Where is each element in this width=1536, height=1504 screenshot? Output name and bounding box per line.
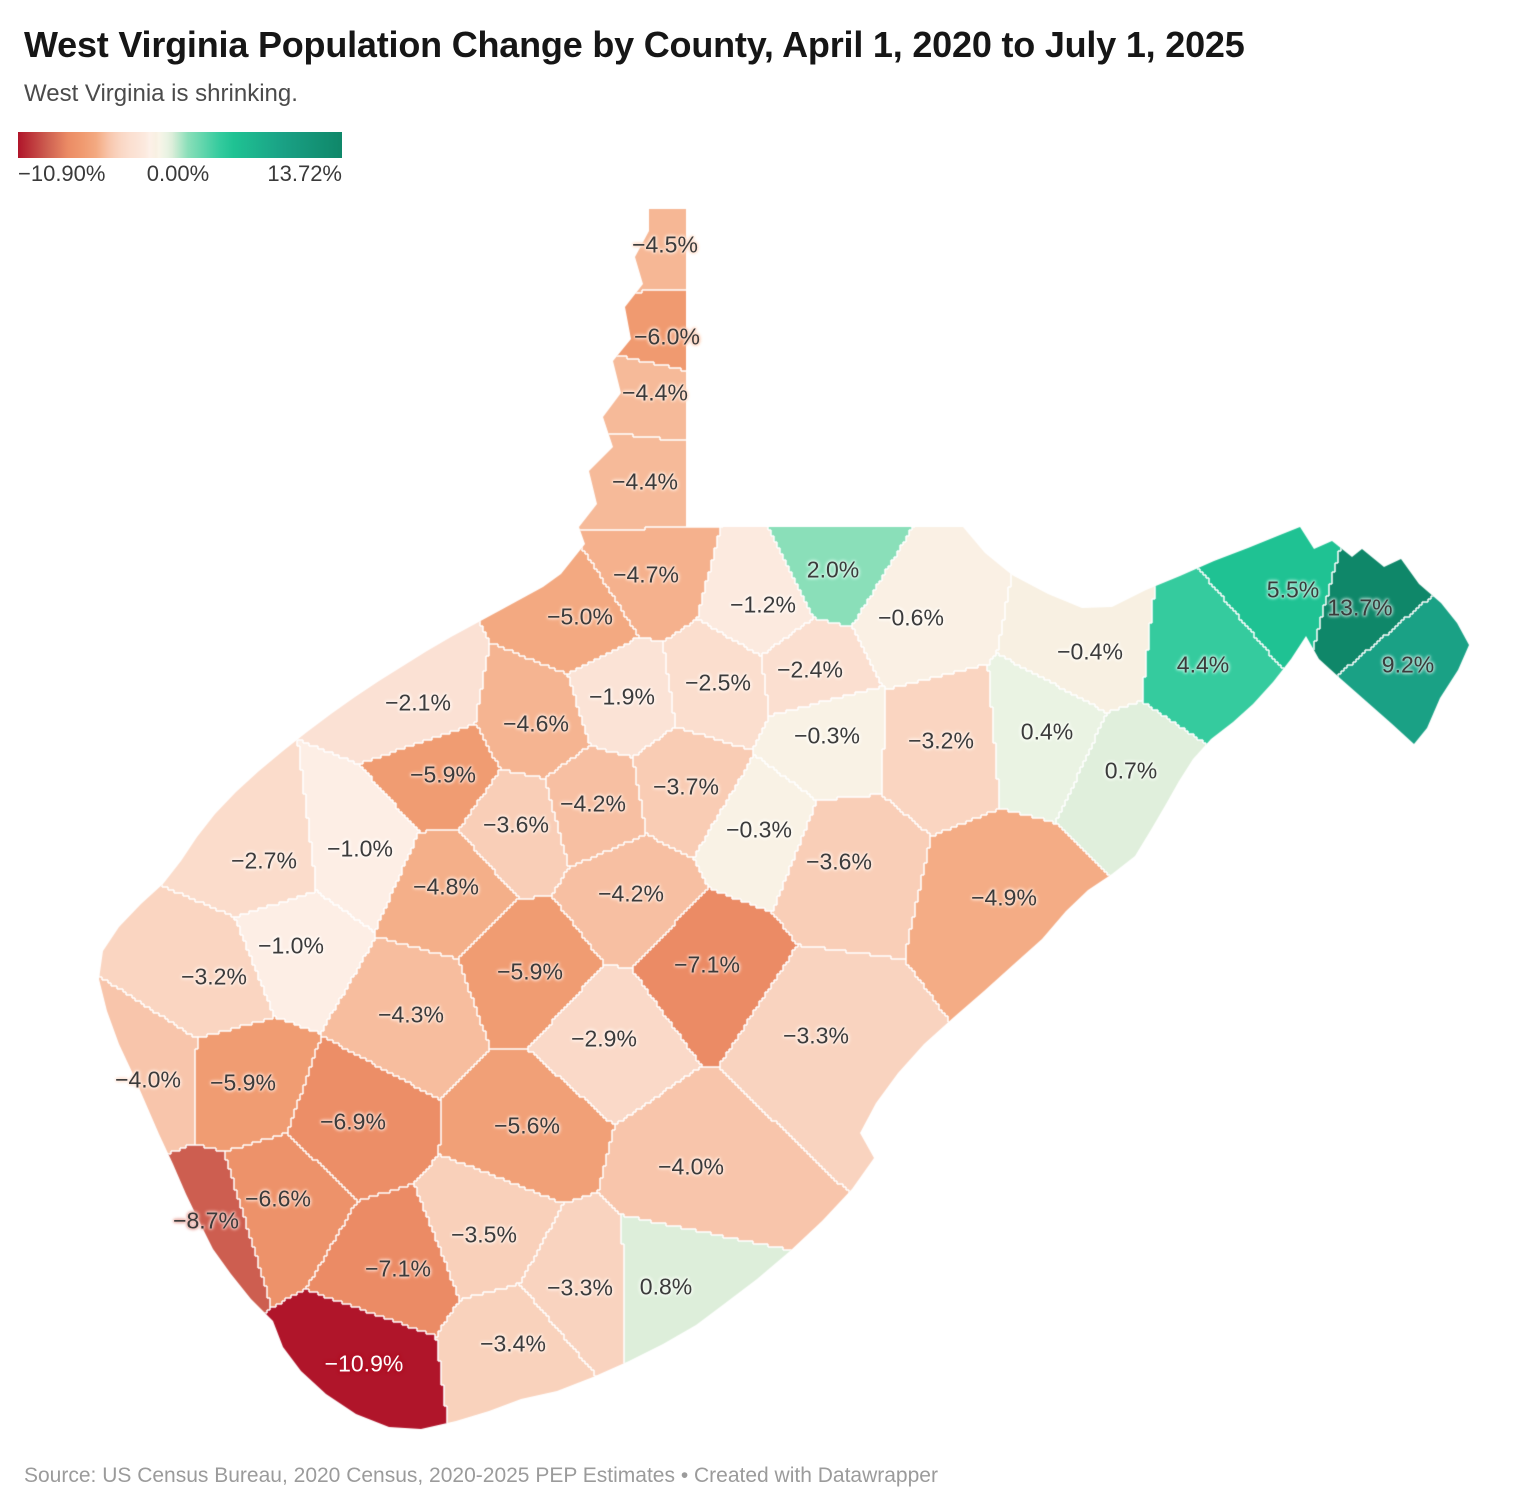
legend-max-label: 13.72% (267, 161, 342, 186)
chart-title: West Virginia Population Change by Count… (24, 24, 1245, 65)
chart-subtitle: West Virginia is shrinking. (24, 80, 298, 107)
legend-gradient-bar (18, 132, 342, 158)
source-footer: Source: US Census Bureau, 2020 Census, 2… (24, 1464, 938, 1487)
legend-zero-label: 0.00% (146, 161, 210, 186)
legend-labels: −10.90% 0.00% 13.72% (18, 161, 342, 187)
legend-min-label: −10.90% (18, 161, 106, 186)
color-legend: −10.90% 0.00% 13.72% (18, 132, 342, 187)
